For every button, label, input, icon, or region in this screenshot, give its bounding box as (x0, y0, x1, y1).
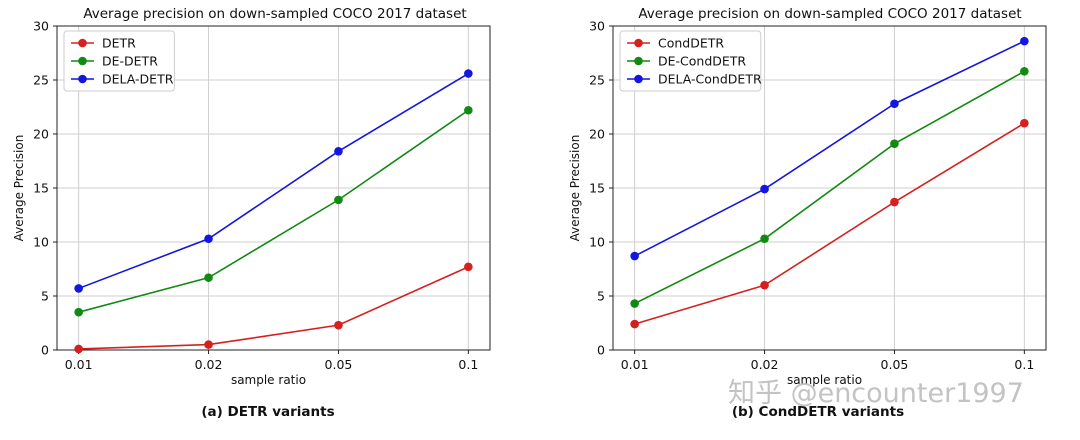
y-tick-label: 0 (597, 343, 605, 358)
data-point (890, 139, 899, 149)
legend-label: DE-CondDETR (658, 54, 746, 69)
legend-label: DE-DETR (102, 54, 158, 69)
figure-caption: (a) DETR variants (201, 404, 334, 420)
data-point (890, 197, 899, 207)
series-de-conddetr (630, 67, 1029, 308)
y-tick-label: 15 (589, 181, 605, 196)
series-de-detr (74, 105, 473, 317)
chart-title: Average precision on down-sampled COCO 2… (83, 6, 466, 22)
data-point (334, 195, 343, 205)
series-line (634, 70, 1025, 305)
data-point (630, 319, 639, 329)
legend: DETR DE-DETR DELA-DETR (63, 30, 175, 92)
data-point (464, 105, 473, 115)
y-tick-label: 30 (589, 19, 605, 34)
series-detr (74, 262, 473, 354)
y-tick-label: 10 (33, 235, 49, 250)
legend-marker (78, 38, 87, 48)
x-tick-label: 0.05 (325, 357, 353, 372)
series-conddetr (630, 118, 1029, 329)
y-tick-label: 20 (33, 127, 49, 142)
legend-marker (634, 74, 643, 84)
x-tick-label: 0.1 (458, 357, 478, 372)
series-line (634, 40, 1025, 257)
x-tick-label: 0.02 (751, 357, 779, 372)
legend-marker (78, 56, 87, 66)
data-point (74, 284, 83, 293)
legend-box (63, 30, 175, 92)
data-point (630, 299, 639, 308)
y-tick-label: 25 (589, 73, 605, 88)
series-line (78, 266, 469, 350)
data-point (464, 262, 473, 272)
data-point (760, 280, 769, 290)
data-point (204, 340, 213, 349)
y-tick-label: 25 (33, 73, 49, 88)
series-dela-detr (74, 69, 473, 293)
x-tick-label: 0.05 (881, 357, 909, 372)
data-point (1020, 67, 1029, 76)
chart-detr: Average precision on down-sampled COCO 2… (12, 6, 491, 420)
figure-caption: (b) CondDETR variants (732, 404, 904, 420)
series-line (634, 122, 1025, 325)
data-point (204, 273, 213, 282)
data-point (74, 344, 83, 354)
legend-box (619, 30, 762, 92)
y-tick-label: 5 (41, 289, 49, 304)
data-point (334, 146, 343, 156)
data-point (334, 320, 343, 330)
data-point (74, 307, 83, 317)
legend: CondDETR DE-CondDETR DELA-CondDETR (619, 30, 762, 92)
y-tick-label: 10 (589, 235, 605, 250)
legend-label: DELA-DETR (102, 72, 174, 87)
x-axis-label: sample ratio (787, 373, 862, 387)
series-line (78, 72, 469, 290)
y-tick-label: 15 (33, 181, 49, 196)
legend-label: DETR (102, 36, 136, 51)
data-point (204, 234, 213, 244)
x-tick-label: 0.01 (621, 357, 649, 372)
legend-marker (634, 38, 643, 48)
legend-marker (634, 56, 643, 66)
y-tick-label: 5 (597, 289, 605, 304)
y-tick-label: 0 (41, 343, 49, 358)
series-line (78, 109, 469, 313)
chart-title: Average precision on down-sampled COCO 2… (638, 6, 1021, 22)
series-dela-conddetr (630, 36, 1029, 261)
y-axis-label: Average Precision (568, 135, 582, 242)
chart-conddetr: Average precision on down-sampled COCO 2… (568, 6, 1047, 420)
y-tick-label: 30 (33, 19, 49, 34)
data-point (464, 69, 473, 78)
y-axis-label: Average Precision (12, 135, 26, 242)
data-point (1020, 36, 1029, 46)
x-tick-label: 0.02 (195, 357, 223, 372)
data-point (760, 234, 769, 244)
data-point (630, 251, 639, 261)
legend-marker (78, 74, 87, 84)
x-axis-label: sample ratio (231, 373, 306, 387)
data-point (1020, 118, 1029, 128)
x-tick-label: 0.01 (65, 357, 93, 372)
watermark: 知乎 @encounter1997 (728, 378, 1024, 409)
data-point (760, 184, 769, 194)
y-tick-label: 20 (589, 127, 605, 142)
legend-label: DELA-CondDETR (658, 72, 762, 87)
x-tick-label: 0.1 (1014, 357, 1034, 372)
legend-label: CondDETR (658, 36, 724, 51)
data-point (890, 99, 899, 109)
